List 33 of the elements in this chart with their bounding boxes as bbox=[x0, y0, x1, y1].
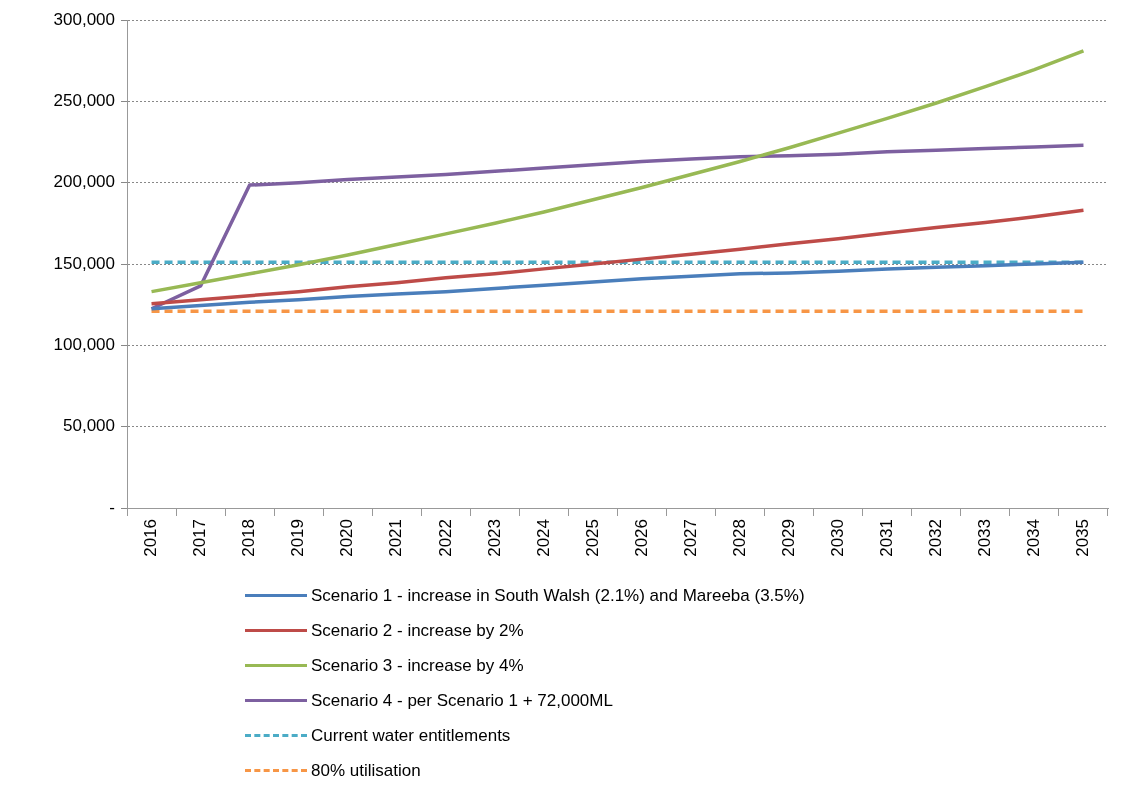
y-tick-label: - bbox=[109, 497, 115, 517]
legend-label: Scenario 2 - increase by 2% bbox=[311, 620, 524, 641]
x-tick-label: 2033 bbox=[975, 519, 995, 557]
y-tick-label: 50,000 bbox=[63, 416, 115, 436]
x-tick-label: 2022 bbox=[435, 519, 455, 557]
x-tick-label: 2030 bbox=[827, 519, 847, 557]
y-tick-label: 300,000 bbox=[53, 9, 115, 29]
x-tick-label: 2034 bbox=[1024, 519, 1044, 557]
legend-label: Current water entitlements bbox=[311, 725, 511, 746]
x-tick-label: 2025 bbox=[582, 519, 602, 557]
x-tick-label: 2019 bbox=[288, 519, 308, 557]
x-tick-label: 2021 bbox=[386, 519, 406, 557]
x-tick-label: 2029 bbox=[778, 519, 798, 557]
x-tick-label: 2035 bbox=[1073, 519, 1093, 557]
y-tick-label: 150,000 bbox=[53, 253, 115, 273]
x-tick-label: 2017 bbox=[190, 519, 210, 557]
legend-label: 80% utilisation bbox=[311, 760, 421, 781]
legend-label: Scenario 3 - increase by 4% bbox=[311, 655, 524, 676]
x-tick-label: 2031 bbox=[876, 519, 896, 557]
x-tick-label: 2032 bbox=[926, 519, 946, 557]
legend-label: Scenario 1 - increase in South Walsh (2.1%) and Mareeba (3.5%) bbox=[311, 585, 805, 606]
x-tick-label: 2026 bbox=[631, 519, 651, 557]
y-tick-label: 100,000 bbox=[53, 335, 115, 355]
x-tick-label: 2023 bbox=[484, 519, 504, 557]
x-tick-label: 2018 bbox=[239, 519, 259, 557]
x-tick-label: 2020 bbox=[337, 519, 357, 557]
y-tick-label: 200,000 bbox=[53, 172, 115, 192]
x-tick-label: 2027 bbox=[680, 519, 700, 557]
x-tick-label: 2016 bbox=[141, 519, 161, 557]
x-tick-label: 2028 bbox=[729, 519, 749, 557]
x-tick-label: 2024 bbox=[533, 519, 553, 557]
legend-label: Scenario 4 - per Scenario 1 + 72,000ML bbox=[311, 690, 613, 711]
y-tick-label: 250,000 bbox=[53, 91, 115, 111]
